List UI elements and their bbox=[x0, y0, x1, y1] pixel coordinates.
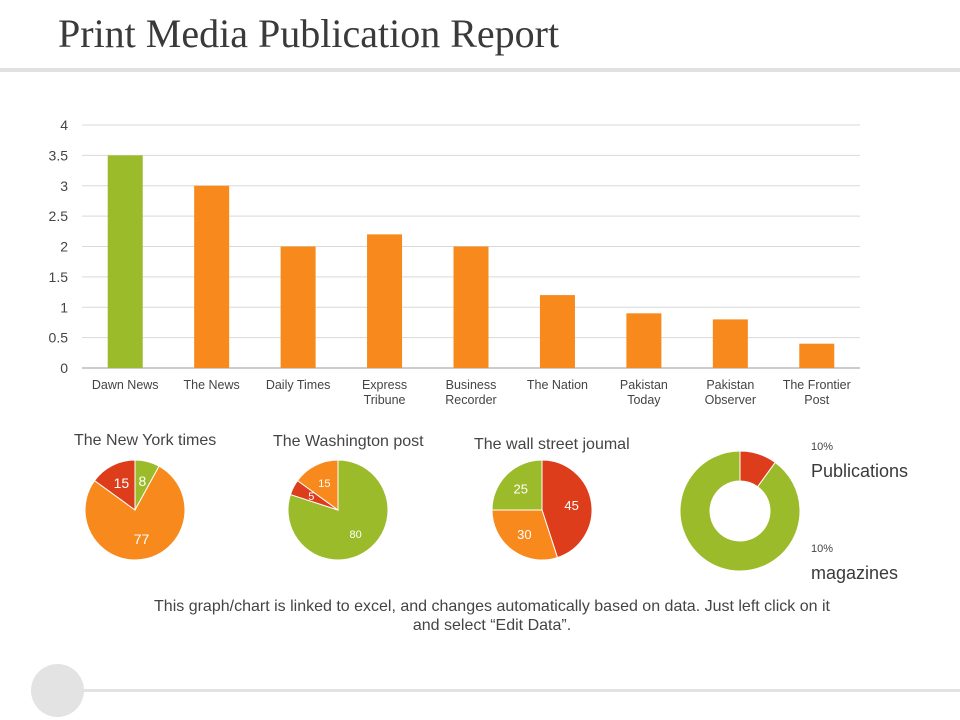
wapo-pie-data-label: 5 bbox=[308, 491, 314, 503]
x-tick-label: Dawn News bbox=[92, 378, 159, 392]
y-tick-label: 1.5 bbox=[49, 269, 69, 285]
bar bbox=[107, 155, 143, 368]
bar bbox=[712, 319, 748, 368]
y-tick-label: 0.5 bbox=[49, 330, 69, 346]
x-tick-label: Tribune bbox=[364, 393, 406, 407]
wsj-pie-slice bbox=[491, 459, 543, 511]
nyt-pie-data-label: 77 bbox=[134, 531, 150, 547]
x-tick-label: Today bbox=[627, 393, 661, 407]
y-tick-label: 0 bbox=[60, 360, 68, 376]
x-tick-label: Post bbox=[804, 393, 830, 407]
footer-divider bbox=[84, 689, 960, 692]
title-divider bbox=[0, 68, 960, 72]
wsj-pie-data-label: 45 bbox=[564, 498, 578, 513]
wsj-pie-slice bbox=[491, 509, 559, 561]
pie-title-wsj: The wall street joumal bbox=[474, 436, 630, 453]
footnote: This graph/chart is linked to excel, and… bbox=[154, 598, 830, 634]
y-tick-label: 3 bbox=[60, 178, 68, 194]
y-tick-label: 3.5 bbox=[49, 147, 69, 163]
x-tick-label: Business bbox=[446, 378, 497, 392]
footer-circle bbox=[31, 664, 84, 717]
x-tick-label: Recorder bbox=[445, 393, 496, 407]
bar bbox=[367, 234, 403, 368]
legend-magazines-label: magazines bbox=[811, 563, 899, 583]
wapo-pie-data-label: 80 bbox=[350, 529, 362, 541]
nyt-pie-slice bbox=[84, 465, 186, 561]
x-tick-label: Pakistan bbox=[620, 378, 668, 392]
bar bbox=[453, 246, 489, 368]
legend-magazines-pct: 10% bbox=[811, 543, 834, 555]
y-tick-label: 4 bbox=[60, 117, 68, 133]
y-tick-label: 1 bbox=[60, 299, 68, 315]
nyt-pie-data-label: 8 bbox=[139, 473, 147, 489]
legend-publications-pct: 10% bbox=[811, 441, 834, 453]
nyt-pie-slice bbox=[93, 459, 136, 511]
wapo-pie-slice bbox=[296, 459, 339, 511]
x-tick-label: The News bbox=[184, 378, 240, 392]
bar bbox=[280, 246, 316, 368]
pie-title-wapo: The Washington post bbox=[273, 433, 424, 450]
donut-segment bbox=[679, 450, 801, 572]
x-tick-label: The Frontier bbox=[783, 378, 851, 392]
y-tick-label: 2.5 bbox=[49, 208, 69, 224]
bar bbox=[799, 343, 835, 368]
bar bbox=[194, 185, 230, 368]
x-tick-label: Express bbox=[362, 378, 407, 392]
pie-title-nyt: The New York times bbox=[74, 432, 217, 449]
bar bbox=[539, 295, 575, 368]
wsj-pie-slice bbox=[541, 459, 593, 559]
legend-publications-label: Publications bbox=[811, 461, 909, 481]
x-tick-label: The Nation bbox=[527, 378, 588, 392]
bar bbox=[626, 313, 662, 368]
x-tick-label: Daily Times bbox=[266, 378, 331, 392]
page-title: Print Media Publication Report bbox=[58, 11, 560, 56]
nyt-pie-data-label: 15 bbox=[114, 475, 130, 491]
wapo-pie-data-label: 15 bbox=[318, 478, 330, 490]
wsj-pie-data-label: 30 bbox=[517, 527, 531, 542]
wsj-pie-data-label: 25 bbox=[514, 481, 528, 496]
x-tick-label: Pakistan bbox=[706, 378, 754, 392]
x-tick-label: Observer bbox=[705, 393, 756, 407]
y-tick-label: 2 bbox=[60, 239, 68, 255]
